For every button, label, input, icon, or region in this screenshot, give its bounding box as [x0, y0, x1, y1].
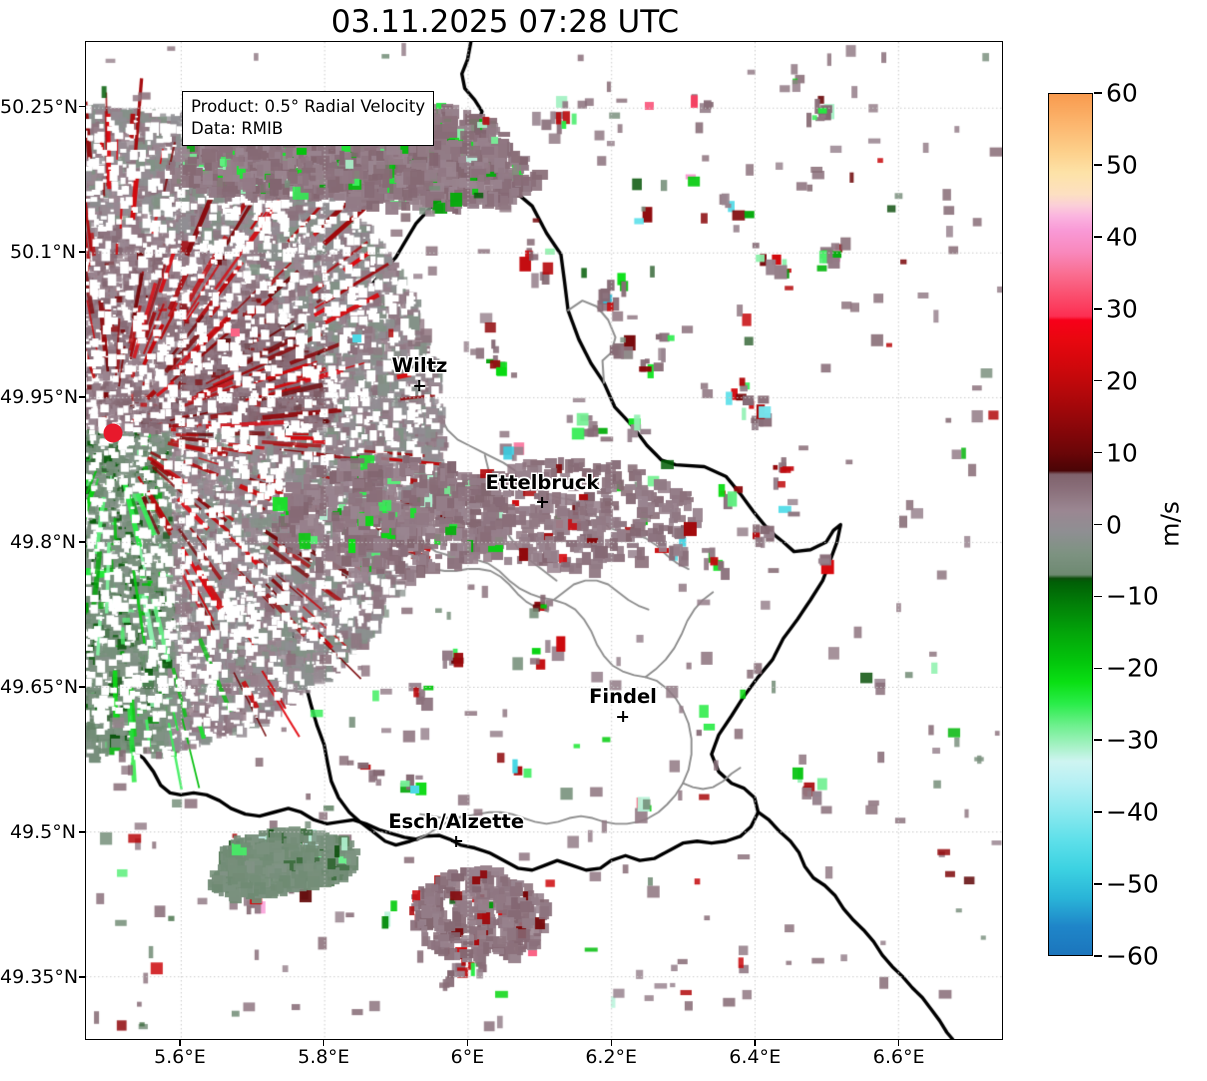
data-source-line: Data: RMIB — [191, 118, 284, 138]
latitude-tick-mark — [79, 541, 85, 543]
colorbar-tick-mark — [1094, 451, 1102, 454]
colorbar-tick-mark — [1094, 92, 1102, 94]
longitude-tick-label: 6°E — [450, 1046, 485, 1068]
colorbar-tick-label: 20 — [1106, 366, 1138, 396]
colorbar-tick-mark — [1094, 667, 1102, 670]
longitude-tick-mark — [466, 1040, 469, 1046]
longitude-tick-mark — [754, 1040, 756, 1046]
latitude-tick-mark — [79, 976, 85, 978]
longitude-tick-mark — [610, 1040, 612, 1046]
latitude-tick-mark — [79, 686, 85, 688]
longitude-tick-mark — [898, 1040, 900, 1046]
colorbar[interactable] — [1048, 93, 1093, 956]
longitude-tick-label: 5.6°E — [154, 1046, 206, 1068]
latitude-tick-mark — [79, 396, 85, 398]
longitude-tick-label: 6.4°E — [729, 1046, 781, 1068]
colorbar-tick-mark — [1094, 811, 1102, 813]
longitude-tick-mark — [179, 1040, 181, 1046]
longitude-tick-mark — [322, 1040, 325, 1046]
latitude-tick-label: 49.8°N — [9, 530, 76, 553]
latitude-tick-label: 49.35°N — [0, 966, 79, 989]
latitude-tick-label: 50.25°N — [0, 95, 79, 118]
colorbar-tick-label: 60 — [1106, 78, 1138, 108]
latitude-tick-label: 49.65°N — [0, 676, 79, 698]
colorbar-tick-label: 40 — [1106, 222, 1138, 252]
colorbar-unit-label: m/s — [1155, 501, 1185, 547]
colorbar-tick-label: 0 — [1106, 510, 1122, 539]
colorbar-gradient — [1049, 94, 1092, 955]
latitude-tick-label: 49.95°N — [0, 385, 79, 408]
colorbar-tick-mark — [1094, 164, 1102, 166]
colorbar-tick-mark — [1094, 883, 1102, 885]
colorbar-tick-label: −10 — [1106, 581, 1159, 611]
colorbar-tick-mark — [1094, 739, 1102, 742]
product-info-box: Product: 0.5° Radial Velocity Data: RMIB — [182, 91, 435, 146]
page-title: 03.11.2025 07:28 UTC — [331, 4, 679, 40]
latitude-tick-mark — [79, 106, 85, 108]
colorbar-tick-label: 50 — [1106, 150, 1138, 180]
map-plot-area[interactable]: Product: 0.5° Radial Velocity Data: RMIB… — [85, 41, 1003, 1040]
radar-site-marker[interactable] — [103, 423, 123, 443]
colorbar-tick-mark — [1094, 523, 1102, 526]
longitude-tick-label: 6.2°E — [585, 1046, 638, 1068]
latitude-tick-label: 49.5°N — [9, 821, 76, 844]
colorbar-tick-label: −60 — [1106, 941, 1159, 971]
latitude-tick-label: 50.1°N — [9, 240, 76, 263]
colorbar-tick-mark — [1094, 307, 1102, 310]
colorbar-tick-mark — [1094, 955, 1102, 957]
colorbar-tick-mark — [1094, 236, 1102, 238]
latitude-tick-mark — [79, 251, 85, 253]
colorbar-tick-label: −40 — [1106, 797, 1159, 827]
graticule-grid-layer — [86, 42, 1002, 1039]
colorbar-tick-mark — [1094, 595, 1102, 598]
colorbar-tick-label: 30 — [1106, 294, 1138, 324]
colorbar-tick-label: −30 — [1106, 725, 1159, 755]
colorbar-tick-label: 10 — [1106, 438, 1138, 468]
colorbar-tick-label: −50 — [1106, 869, 1159, 899]
colorbar-tick-mark — [1094, 379, 1102, 382]
longitude-tick-label: 5.8°E — [297, 1046, 350, 1068]
product-line: Product: 0.5° Radial Velocity — [191, 97, 426, 116]
colorbar-tick-label: −20 — [1106, 653, 1159, 683]
latitude-tick-mark — [79, 831, 85, 833]
longitude-tick-label: 6.6°E — [872, 1046, 925, 1068]
